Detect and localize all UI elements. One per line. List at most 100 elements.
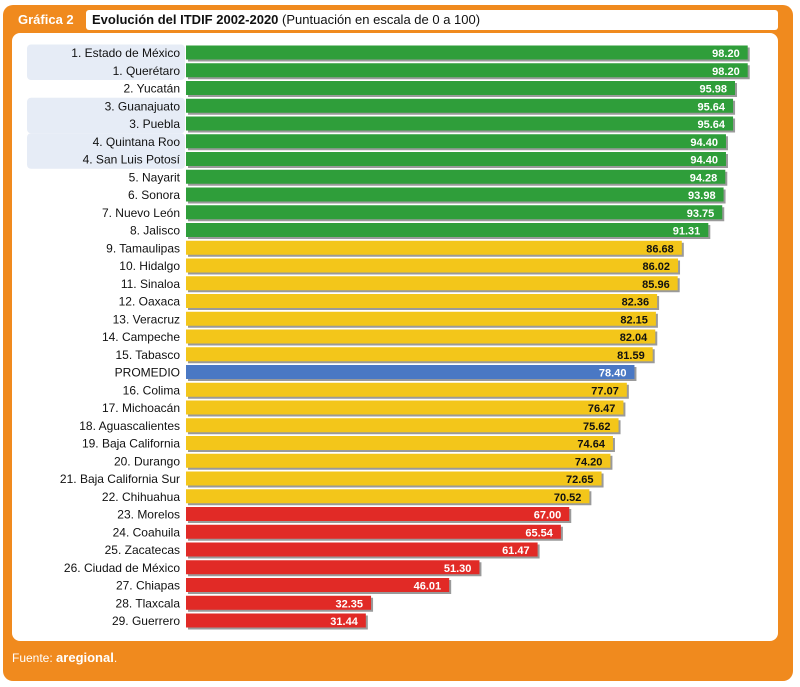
bar <box>186 329 656 344</box>
bar <box>186 453 611 468</box>
bar <box>186 507 570 521</box>
category-label: 8. Jalisco <box>130 224 180 238</box>
value-label: 95.98 <box>699 84 727 96</box>
source-brand: aregional <box>56 650 114 665</box>
value-label: 86.02 <box>643 261 671 273</box>
category-label: 22. Chihuahua <box>102 490 180 504</box>
value-label: 95.64 <box>698 119 726 131</box>
category-label: 4. San Luis Potosí <box>83 153 181 167</box>
category-label: 1. Querétaro <box>113 64 181 78</box>
bar <box>186 116 734 131</box>
category-label: 3. Puebla <box>129 117 180 131</box>
tie-highlight <box>27 133 185 169</box>
bar <box>186 400 624 415</box>
value-label: 94.40 <box>690 137 718 149</box>
bar <box>186 152 726 166</box>
bar <box>186 578 450 592</box>
category-label: 29. Guerrero <box>112 614 180 628</box>
value-label: 51.30 <box>444 563 472 575</box>
bar <box>186 524 561 539</box>
value-label: 95.64 <box>698 101 726 113</box>
category-label: 20. Durango <box>114 454 180 468</box>
bar <box>186 311 656 326</box>
value-label: 46.01 <box>414 581 442 593</box>
value-label: 85.96 <box>642 279 670 291</box>
source-label: Fuente: <box>12 651 53 665</box>
bar <box>186 223 709 237</box>
category-label: 21. Baja California Sur <box>60 472 180 486</box>
chart-title-subtitle: (Puntuación en escala de 0 a 100) <box>282 12 481 27</box>
category-label: 25. Zacatecas <box>105 543 180 557</box>
category-label: 13. Veracruz <box>113 312 180 326</box>
category-label: 2. Yucatán <box>124 82 181 96</box>
value-label: 86.68 <box>646 243 674 255</box>
category-label: 5. Nayarit <box>129 170 181 184</box>
source-footer: Fuente: aregional. <box>12 650 117 665</box>
bar <box>186 489 590 504</box>
bar <box>186 45 748 60</box>
bar <box>186 418 619 433</box>
category-label: 24. Coahuila <box>113 525 181 539</box>
value-label: 93.98 <box>688 190 716 202</box>
category-label: 4. Quintana Roo <box>93 135 181 149</box>
bar <box>186 347 653 362</box>
value-label: 93.75 <box>687 208 715 220</box>
category-label: 3. Guanajuato <box>105 99 181 113</box>
chart-title-main: Evolución del ITDIF 2002-2020 <box>92 12 279 27</box>
value-label: 82.36 <box>622 297 650 309</box>
category-label: 17. Michoacán <box>102 401 180 415</box>
category-label: 6. Sonora <box>128 188 180 202</box>
value-label: 72.65 <box>566 474 594 486</box>
category-label: 1. Estado de México <box>71 46 180 60</box>
bar <box>186 63 748 78</box>
bar <box>186 365 635 379</box>
value-label: 67.00 <box>534 510 562 522</box>
bar <box>186 240 682 255</box>
category-label: 23. Morelos <box>117 508 180 522</box>
category-label: 11. Sinaloa <box>121 277 180 291</box>
category-label: 26. Ciudad de México <box>64 561 180 575</box>
value-label: 77.07 <box>591 385 619 397</box>
category-label: 12. Oaxaca <box>119 295 181 309</box>
value-label: 74.20 <box>575 456 603 468</box>
bar <box>186 205 723 220</box>
value-label: 94.40 <box>690 155 718 167</box>
value-label: 76.47 <box>588 403 616 415</box>
category-label: PROMEDIO <box>115 366 180 380</box>
bar <box>186 187 724 202</box>
category-label: 7. Nuevo León <box>102 206 180 220</box>
category-label: 27. Chiapas <box>116 579 180 593</box>
category-label: 9. Tamaulipas <box>106 241 180 255</box>
value-label: 31.44 <box>330 616 358 628</box>
category-label: 16. Colima <box>123 383 181 397</box>
value-label: 61.47 <box>502 545 530 557</box>
value-label: 81.59 <box>617 350 645 362</box>
value-label: 74.64 <box>577 439 605 451</box>
value-label: 70.52 <box>554 492 582 504</box>
bar <box>186 471 602 486</box>
value-label: 75.62 <box>583 421 611 433</box>
bar <box>186 81 736 95</box>
bar <box>186 542 538 557</box>
value-label: 94.28 <box>690 172 718 184</box>
bar <box>186 595 372 610</box>
category-label: 10. Hidalgo <box>119 259 180 273</box>
value-label: 78.40 <box>599 368 627 380</box>
bar <box>186 613 366 628</box>
category-label: 14. Campeche <box>102 330 180 344</box>
bar <box>186 98 734 113</box>
value-label: 98.20 <box>712 48 740 60</box>
tie-highlight <box>27 97 185 134</box>
bar <box>186 134 726 149</box>
chart-title: Evolución del ITDIF 2002-2020 (Puntuació… <box>86 10 778 30</box>
value-label: 82.04 <box>620 332 648 344</box>
figure-tag: Gráfica 2 <box>12 10 90 30</box>
value-label: 65.54 <box>525 527 553 539</box>
bar <box>186 169 726 184</box>
value-label: 98.20 <box>712 66 740 78</box>
value-label: 91.31 <box>673 226 701 238</box>
value-label: 82.15 <box>620 314 648 326</box>
bar <box>186 276 678 291</box>
category-label: 28. Tlaxcala <box>116 596 181 610</box>
